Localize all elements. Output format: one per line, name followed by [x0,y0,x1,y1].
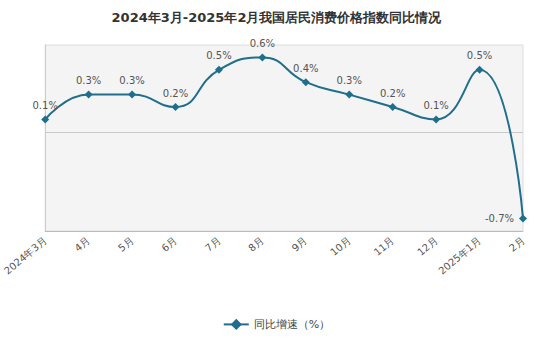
svg-text:7月: 7月 [203,235,223,254]
svg-text:-0.7%: -0.7% [485,213,514,224]
svg-text:0.4%: 0.4% [293,63,318,74]
svg-text:9月: 9月 [290,235,310,254]
svg-text:0.2%: 0.2% [380,88,405,99]
svg-text:6月: 6月 [159,235,179,254]
svg-text:同比增速（%）: 同比增速（%） [254,318,330,331]
svg-text:11月: 11月 [372,235,396,258]
svg-text:0.1%: 0.1% [423,100,448,111]
svg-text:0.2%: 0.2% [163,88,188,99]
svg-text:8月: 8月 [246,235,266,254]
svg-text:4月: 4月 [73,235,93,254]
svg-text:0.5%: 0.5% [467,50,492,61]
svg-text:12月: 12月 [415,235,439,258]
svg-text:2024年3月-2025年2月我国居民消费价格指数同比情况: 2024年3月-2025年2月我国居民消费价格指数同比情况 [112,10,443,25]
svg-text:10月: 10月 [328,235,352,258]
svg-text:0.6%: 0.6% [250,38,275,49]
svg-text:5月: 5月 [116,235,136,254]
svg-text:2025年1月: 2025年1月 [436,235,483,277]
svg-text:0.3%: 0.3% [337,75,362,86]
svg-text:0.5%: 0.5% [206,50,231,61]
svg-text:2024年3月: 2024年3月 [2,235,49,277]
svg-text:2月: 2月 [507,235,527,254]
svg-text:0.1%: 0.1% [32,100,57,111]
svg-text:0.3%: 0.3% [76,75,101,86]
svg-text:0.3%: 0.3% [119,75,144,86]
